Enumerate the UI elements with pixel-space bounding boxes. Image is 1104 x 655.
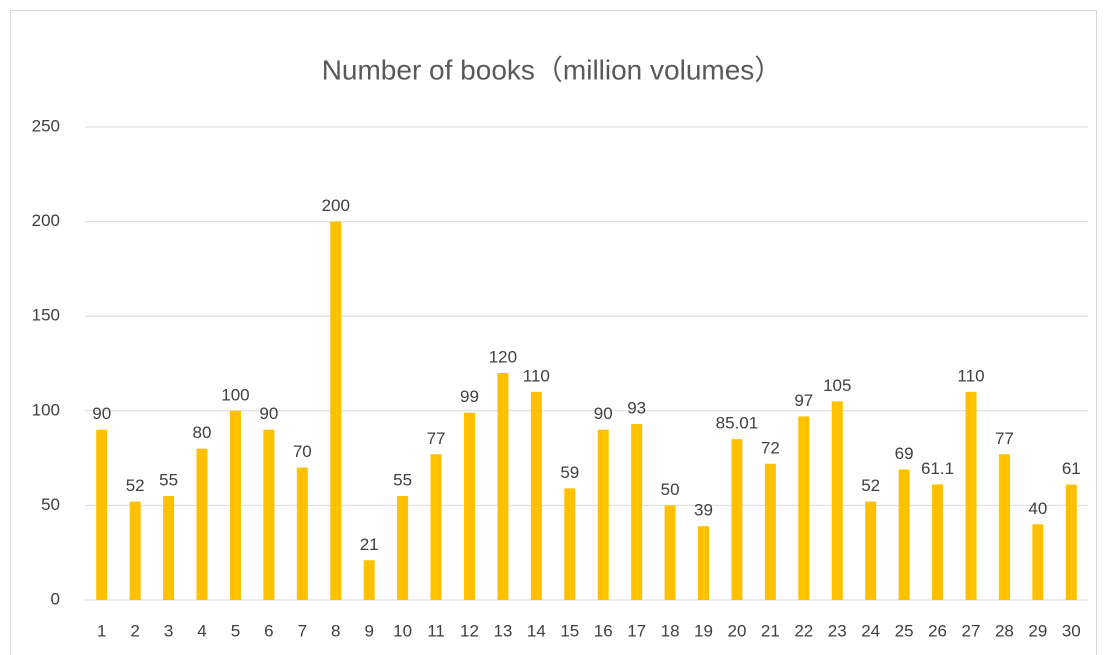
bar <box>430 454 442 600</box>
bar <box>263 429 275 600</box>
x-tick-label: 17 <box>627 621 646 640</box>
data-label: 77 <box>427 429 446 448</box>
bar <box>129 501 141 600</box>
data-label: 90 <box>259 404 278 423</box>
x-tick-label: 11 <box>427 621 445 640</box>
x-tick-label: 18 <box>661 621 680 640</box>
data-label: 99 <box>460 387 479 406</box>
bar <box>898 469 910 600</box>
x-tick-label: 29 <box>1028 621 1047 640</box>
bar <box>597 429 609 600</box>
data-label: 70 <box>293 442 312 461</box>
x-tick-label: 14 <box>527 621 546 640</box>
x-tick-label: 23 <box>828 621 847 640</box>
x-tick-label: 15 <box>560 621 579 640</box>
x-tick-label: 6 <box>264 621 273 640</box>
data-label: 97 <box>794 391 813 410</box>
bar <box>631 424 643 600</box>
data-label: 39 <box>694 501 713 520</box>
x-tick-label: 7 <box>298 621 307 640</box>
bar <box>229 410 241 600</box>
data-label: 77 <box>995 429 1014 448</box>
y-tick-label: 250 <box>32 116 60 135</box>
bar <box>965 391 977 600</box>
x-tick-label: 27 <box>962 621 981 640</box>
bar <box>163 495 175 600</box>
bar <box>96 429 108 600</box>
bar <box>664 505 676 600</box>
chart-title: Number of books（million volumes） <box>322 54 783 85</box>
data-label: 85.01 <box>716 414 759 433</box>
x-tick-label: 26 <box>928 621 947 640</box>
bar <box>1065 484 1077 600</box>
bar <box>932 484 944 600</box>
y-tick-label: 200 <box>32 211 60 230</box>
bar <box>764 463 776 600</box>
x-tick-label: 9 <box>364 621 373 640</box>
data-label: 105 <box>823 376 851 395</box>
chart-border <box>10 10 1097 655</box>
data-label: 55 <box>393 470 412 489</box>
data-label: 80 <box>193 423 212 442</box>
x-tick-label: 4 <box>197 621 206 640</box>
bar <box>865 501 877 600</box>
x-tick-label: 19 <box>694 621 713 640</box>
x-tick-label: 21 <box>761 621 780 640</box>
x-tick-label: 13 <box>493 621 512 640</box>
bar <box>196 448 208 600</box>
y-tick-label: 0 <box>51 589 60 608</box>
data-label: 61 <box>1062 459 1081 478</box>
data-label: 100 <box>221 385 249 404</box>
data-label: 93 <box>627 399 646 418</box>
x-tick-label: 3 <box>164 621 173 640</box>
bar <box>831 401 843 600</box>
x-tick-label: 16 <box>594 621 613 640</box>
bar <box>698 526 710 600</box>
x-tick-label: 22 <box>794 621 813 640</box>
data-label: 90 <box>594 404 613 423</box>
data-label: 110 <box>523 366 550 385</box>
x-tick-label: 1 <box>97 621 106 640</box>
bar <box>363 560 375 600</box>
data-label: 55 <box>159 470 178 489</box>
bar <box>798 416 810 600</box>
bar <box>564 488 576 600</box>
x-tick-label: 20 <box>727 621 746 640</box>
bar <box>397 495 409 600</box>
y-tick-label: 100 <box>32 400 60 419</box>
x-tick-label: 2 <box>130 621 139 640</box>
y-tick-label: 150 <box>32 306 60 325</box>
data-label: 69 <box>895 444 914 463</box>
bar <box>296 467 308 600</box>
x-tick-label: 30 <box>1062 621 1081 640</box>
data-label: 50 <box>661 480 680 499</box>
bar <box>330 221 342 600</box>
data-label: 120 <box>489 347 517 366</box>
bar <box>497 372 509 600</box>
bar <box>463 412 475 600</box>
x-tick-label: 24 <box>861 621 880 640</box>
x-tick-label: 8 <box>331 621 340 640</box>
data-label: 90 <box>92 404 111 423</box>
data-label: 200 <box>322 196 350 215</box>
x-tick-label: 5 <box>231 621 240 640</box>
data-label: 61.1 <box>921 459 954 478</box>
bar <box>1032 524 1044 600</box>
y-tick-label: 50 <box>41 495 60 514</box>
x-tick-label: 28 <box>995 621 1014 640</box>
data-label: 72 <box>761 438 780 457</box>
bar <box>530 391 542 600</box>
x-tick-label: 10 <box>393 621 412 640</box>
data-label: 52 <box>126 476 145 495</box>
bar <box>731 439 743 600</box>
data-label: 110 <box>957 366 984 385</box>
data-label: 59 <box>560 463 579 482</box>
bar <box>998 454 1010 600</box>
data-label: 40 <box>1028 499 1047 518</box>
data-label: 21 <box>360 535 379 554</box>
data-label: 52 <box>861 476 880 495</box>
x-tick-label: 12 <box>460 621 479 640</box>
x-tick-label: 25 <box>895 621 914 640</box>
